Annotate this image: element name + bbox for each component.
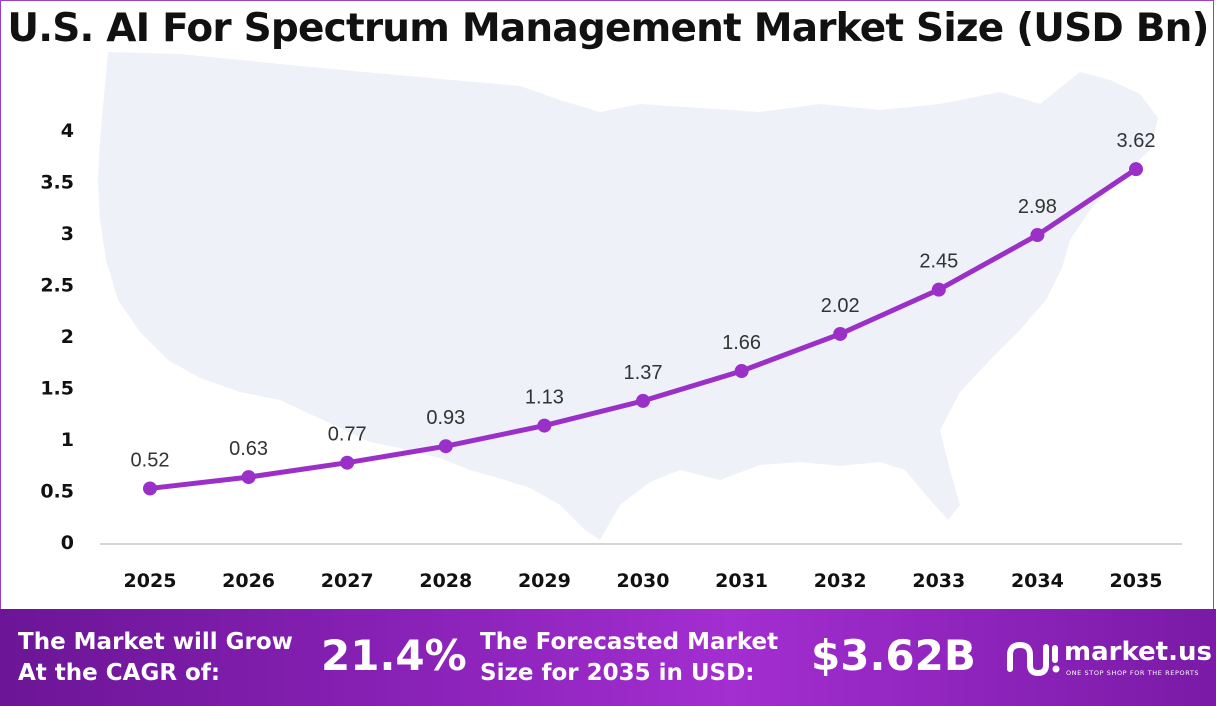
data-point xyxy=(537,418,552,433)
data-label: 1.66 xyxy=(722,332,761,354)
data-point xyxy=(931,282,946,297)
data-point xyxy=(1030,228,1045,243)
data-point xyxy=(734,364,749,379)
chart-title: U.S. AI For Spectrum Management Market S… xyxy=(7,6,1209,51)
data-label: 2.98 xyxy=(1018,196,1057,218)
y-tick-label: 2.5 xyxy=(40,275,74,297)
y-tick-label: 0 xyxy=(61,532,74,554)
x-tick-label: 2029 xyxy=(518,570,571,592)
brand-name: market.us xyxy=(1064,637,1212,667)
market-us-logo-icon xyxy=(1007,641,1060,677)
x-tick-label: 2033 xyxy=(912,570,965,592)
cagr-label: The Market will Grow At the CAGR of: xyxy=(18,629,293,686)
x-tick-label: 2025 xyxy=(124,570,177,592)
y-tick-label: 3.5 xyxy=(40,172,74,194)
x-tick-label: 2032 xyxy=(814,570,867,592)
brand-logo: market.us ONE STOP SHOP FOR THE REPORTS xyxy=(1004,635,1214,685)
data-point xyxy=(241,470,256,485)
data-point xyxy=(1129,162,1143,177)
data-point xyxy=(340,455,355,470)
usa-map-background xyxy=(98,52,1158,540)
brand-tagline: ONE STOP SHOP FOR THE REPORTS xyxy=(1066,669,1200,677)
y-tick-label: 2 xyxy=(61,326,74,348)
x-tick-label: 2027 xyxy=(321,570,374,592)
data-label: 1.13 xyxy=(525,387,564,409)
data-label: 0.63 xyxy=(229,438,268,460)
data-label: 1.37 xyxy=(624,362,663,384)
line-chart: 0 0.5 1 1.5 2 2.5 3 3.5 4 2025 2026 2027 2028 2029 203… xyxy=(40,52,1182,592)
data-point xyxy=(833,326,848,341)
data-label: 0.93 xyxy=(426,407,465,429)
data-label: 2.02 xyxy=(821,295,860,317)
data-point xyxy=(636,393,650,408)
x-tick-label: 2030 xyxy=(617,570,670,592)
data-label: 0.52 xyxy=(131,449,170,471)
forecast-label: The Forecasted Market Size for 2035 in U… xyxy=(480,629,779,686)
y-tick-label: 0.5 xyxy=(40,481,74,503)
data-point xyxy=(438,439,453,454)
data-label: 3.62 xyxy=(1117,130,1156,152)
data-label: 0.77 xyxy=(328,424,367,446)
x-tick-label: 2026 xyxy=(222,570,275,592)
data-point xyxy=(143,481,157,496)
data-label: 2.45 xyxy=(919,251,958,273)
x-tick-label: 2031 xyxy=(715,570,768,592)
x-tick-label: 2028 xyxy=(419,570,472,592)
y-tick-label: 1 xyxy=(61,429,74,451)
x-tick-label: 2035 xyxy=(1110,570,1163,592)
x-tick-label: 2034 xyxy=(1011,570,1064,592)
y-tick-label: 1.5 xyxy=(40,378,74,400)
y-tick-label: 4 xyxy=(61,120,74,142)
cagr-value: 21.4% xyxy=(321,631,467,680)
y-tick-label: 3 xyxy=(61,223,74,245)
forecast-value: $3.62B xyxy=(811,631,976,680)
summary-footer: The Market will Grow At the CAGR of: 21.… xyxy=(0,609,1216,706)
